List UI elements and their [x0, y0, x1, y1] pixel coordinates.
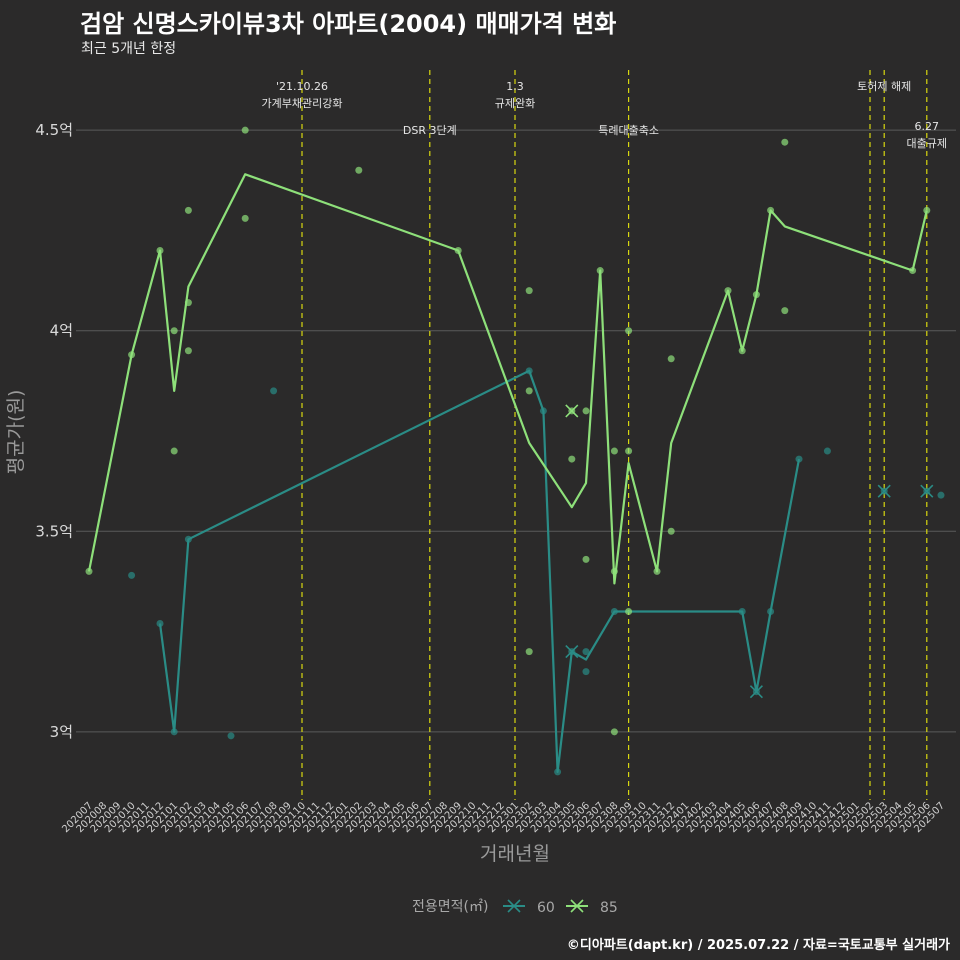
series-60	[128, 367, 945, 776]
data-point	[582, 407, 590, 415]
data-point	[582, 555, 590, 563]
data-point	[610, 447, 618, 455]
data-point	[568, 455, 576, 463]
event-label: 1.3	[506, 80, 524, 93]
series-line	[87, 173, 928, 585]
data-point	[582, 668, 590, 676]
data-point	[625, 327, 633, 335]
y-axis-title: 평균가(원)	[5, 390, 27, 475]
source-caption: ©디아파트(dapt.kr) / 2025.07.22 / 자료=국토교통부 실…	[566, 938, 950, 953]
legend-key-cross	[570, 899, 584, 913]
axes: 3억3.5억4억4.5억2020072020082020092020102020…	[35, 121, 947, 835]
data-point	[937, 491, 945, 499]
data-point	[781, 307, 789, 315]
data-point	[923, 206, 931, 214]
cross-marker	[920, 484, 934, 498]
data-point	[582, 648, 590, 656]
event-label: 규제완화	[495, 97, 535, 110]
event-label: '21.10.26	[276, 80, 328, 93]
event-label: DSR 3단계	[403, 124, 457, 137]
data-point	[241, 126, 249, 134]
series-line	[158, 369, 801, 773]
data-point	[128, 571, 136, 579]
data-point	[610, 728, 618, 736]
data-point	[525, 387, 533, 395]
x-axis-title: 거래년월	[480, 843, 550, 865]
cross-marker	[565, 645, 579, 659]
event-label: 특례대출축소	[598, 124, 659, 137]
y-tick-label: 3.5억	[35, 522, 73, 540]
page-subtitle: 최근 5개년 한정	[81, 41, 177, 57]
data-point	[525, 648, 533, 656]
series-85	[85, 126, 931, 736]
data-point	[625, 607, 633, 615]
event-label: 토허제 해제	[857, 79, 911, 93]
data-point	[355, 166, 363, 174]
data-point	[184, 206, 192, 214]
legend-label: 85	[600, 900, 618, 916]
plot-area	[85, 126, 945, 776]
cross-marker	[749, 685, 763, 699]
page-title: 검암 신명스카이뷰3차 아파트(2004) 매매가격 변화	[80, 10, 617, 38]
y-tick-label: 4억	[50, 322, 73, 340]
data-point	[241, 214, 249, 222]
event-label: 가계부채관리강화	[262, 97, 343, 110]
cross-marker	[565, 404, 579, 418]
y-tick-label: 3억	[50, 723, 73, 741]
legend-key-cross	[507, 899, 521, 913]
data-point	[525, 287, 533, 295]
legend-title: 전용면적(㎡)	[412, 899, 488, 915]
data-point	[625, 447, 633, 455]
data-point	[170, 447, 178, 455]
legend: 전용면적(㎡) 60 85	[412, 899, 618, 916]
event-label: 대출규제	[907, 137, 947, 150]
y-tick-label: 4.5억	[35, 121, 73, 139]
data-point	[781, 138, 789, 146]
data-point	[184, 347, 192, 355]
cross-marker	[877, 484, 891, 498]
data-point	[823, 447, 831, 455]
legend-label: 60	[537, 900, 555, 916]
data-point	[270, 387, 278, 395]
data-point	[667, 355, 675, 363]
data-point	[667, 527, 675, 535]
data-point	[795, 455, 803, 463]
data-point	[170, 327, 178, 335]
data-point	[227, 732, 235, 740]
grid-lines	[76, 129, 956, 733]
event-label: 6.27	[915, 120, 940, 133]
